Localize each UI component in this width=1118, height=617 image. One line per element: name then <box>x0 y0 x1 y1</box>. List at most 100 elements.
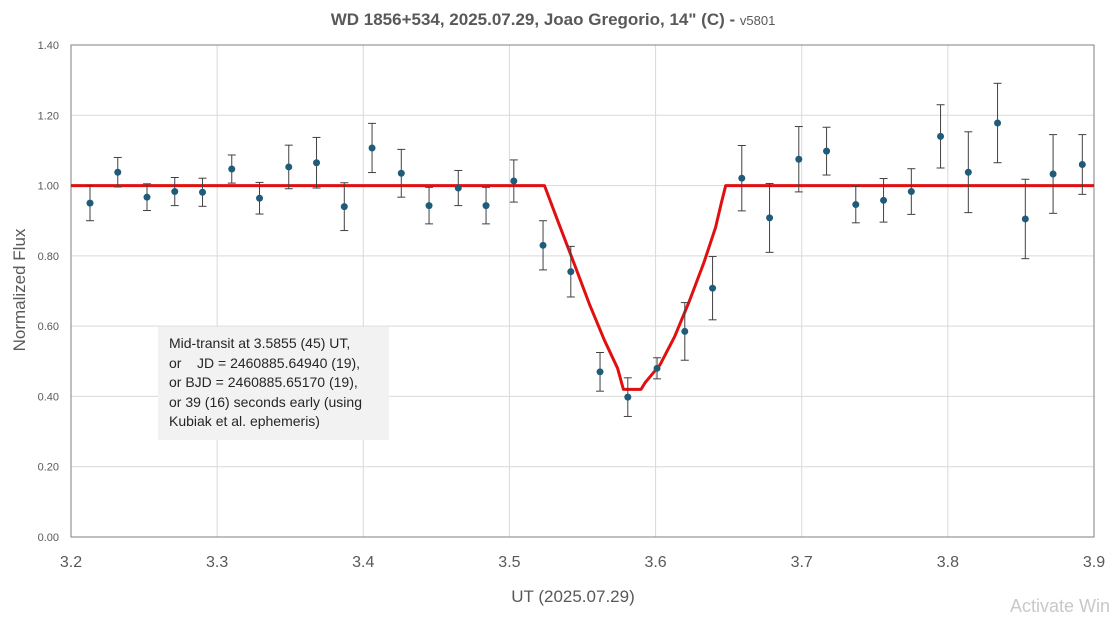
model-transit-line <box>71 184 1094 391</box>
data-point <box>1049 134 1058 214</box>
data-marker <box>852 201 860 209</box>
chart-title: WD 1856+534, 2025.07.29, Joao Gregorio, … <box>0 10 1106 30</box>
data-point <box>851 185 860 224</box>
data-point <box>596 352 605 392</box>
data-point <box>198 177 207 207</box>
data-point <box>170 176 179 207</box>
data-point <box>765 182 774 253</box>
activate-watermark: Activate Win <box>1010 596 1111 616</box>
data-point <box>539 220 548 271</box>
x-tick-label: 3.2 <box>60 554 82 571</box>
y-axis-ticks: 0.00 0.20 0.40 0.60 0.80 1.00 1.20 1.40 <box>38 40 59 544</box>
x-tick-label: 3.9 <box>1083 554 1105 571</box>
data-point <box>1078 134 1087 195</box>
data-point <box>822 126 831 176</box>
chart-title-version: v5801 <box>739 13 776 28</box>
data-marker <box>994 119 1002 127</box>
y-tick-label: 1.20 <box>38 110 59 122</box>
data-marker <box>823 147 831 155</box>
data-marker <box>624 393 632 401</box>
data-points <box>85 82 1087 417</box>
data-marker <box>681 327 689 335</box>
mid-transit-annotation: Mid-transit at 3.5855 (45) UT, or JD = 2… <box>158 327 389 440</box>
data-marker <box>709 284 717 292</box>
data-marker <box>510 177 518 185</box>
data-point <box>397 148 406 198</box>
y-tick-label: 1.40 <box>38 40 59 52</box>
data-marker <box>368 144 376 152</box>
data-point <box>708 256 717 321</box>
x-tick-label: 3.3 <box>206 554 228 571</box>
data-marker <box>482 202 490 210</box>
x-axis-ticks: 3.2 3.3 3.4 3.5 3.6 3.7 3.8 3.9 <box>60 554 1105 571</box>
plot-area-border <box>70 44 1095 538</box>
x-tick-label: 3.4 <box>352 554 374 571</box>
data-marker <box>653 364 661 372</box>
y-tick-label: 0.40 <box>38 391 59 403</box>
data-marker <box>114 168 122 176</box>
data-marker <box>907 188 915 196</box>
data-point <box>340 182 349 232</box>
data-marker <box>937 132 945 140</box>
data-point <box>680 302 689 361</box>
data-marker <box>539 241 547 249</box>
data-marker <box>256 194 264 202</box>
data-point <box>425 186 434 225</box>
y-axis-title: Normalized Flux <box>10 228 29 351</box>
data-marker <box>454 184 462 192</box>
data-point <box>368 122 377 174</box>
data-marker <box>1078 160 1086 168</box>
y-tick-label: 1.00 <box>38 181 59 193</box>
data-marker <box>86 199 94 207</box>
data-marker <box>313 159 321 167</box>
x-tick-label: 3.5 <box>498 554 520 571</box>
data-marker <box>880 196 888 204</box>
data-point <box>653 357 662 380</box>
data-point <box>113 156 122 188</box>
data-point <box>1021 178 1030 260</box>
data-point <box>907 168 916 215</box>
data-point <box>623 377 632 417</box>
data-marker <box>1021 215 1029 223</box>
data-point <box>993 82 1002 164</box>
data-point <box>255 181 264 215</box>
y-tick-label: 0.20 <box>38 462 59 474</box>
y-tick-label: 0.80 <box>38 251 59 263</box>
y-tick-label: 0.60 <box>38 321 59 333</box>
x-axis-title: UT (2025.07.29) <box>511 587 634 606</box>
data-point <box>284 144 293 190</box>
data-point <box>85 185 94 222</box>
data-point <box>737 145 746 212</box>
y-tick-label: 0.00 <box>38 532 59 544</box>
data-point <box>509 159 518 203</box>
data-point <box>936 104 945 169</box>
data-point <box>454 169 463 207</box>
x-tick-label: 3.8 <box>937 554 959 571</box>
data-marker <box>425 202 433 210</box>
data-point <box>227 154 236 184</box>
data-marker <box>738 174 746 182</box>
chart-title-main: WD 1856+534, 2025.07.29, Joao Gregorio, … <box>330 10 740 29</box>
data-marker <box>766 214 774 222</box>
data-marker <box>228 165 236 173</box>
data-marker <box>795 155 803 163</box>
data-marker <box>199 188 207 196</box>
data-point <box>482 186 491 225</box>
data-marker <box>397 169 405 177</box>
data-point <box>879 178 888 223</box>
data-point <box>964 131 973 214</box>
data-point <box>142 183 151 212</box>
x-tick-label: 3.6 <box>644 554 666 571</box>
data-marker <box>340 203 348 211</box>
data-marker <box>143 193 151 201</box>
data-point <box>794 126 803 193</box>
data-marker <box>1049 170 1057 178</box>
data-point <box>312 136 321 189</box>
data-marker <box>285 163 293 171</box>
data-marker <box>596 368 604 376</box>
data-marker <box>171 188 179 196</box>
x-tick-label: 3.7 <box>791 554 813 571</box>
data-point <box>566 245 575 298</box>
data-marker <box>964 168 972 176</box>
